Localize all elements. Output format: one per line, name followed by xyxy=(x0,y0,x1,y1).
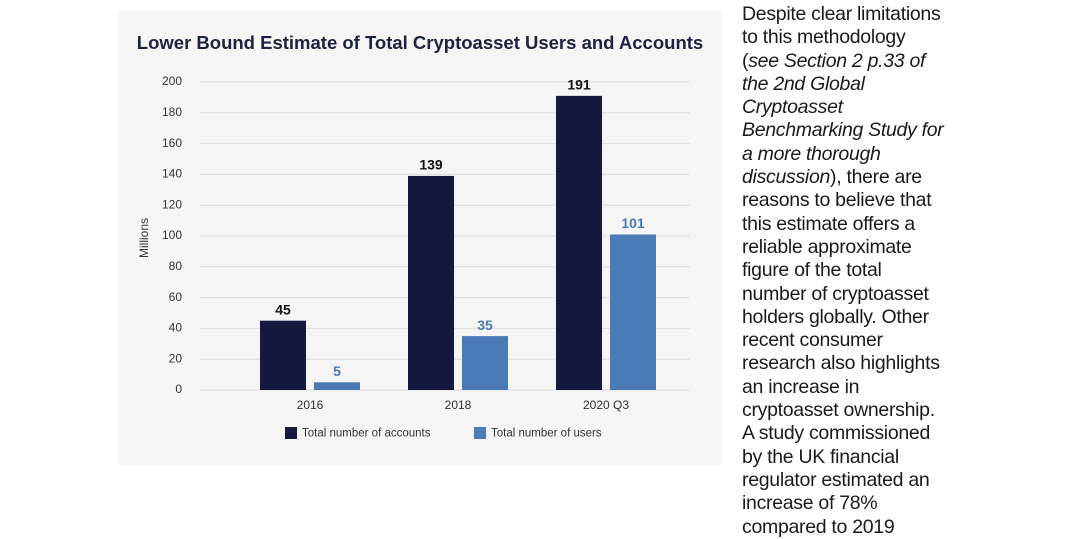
y-tick-label: 60 xyxy=(169,290,183,304)
bar xyxy=(462,336,508,390)
legend-swatch xyxy=(285,427,297,439)
value-label: 45 xyxy=(275,301,291,317)
y-tick-label: 160 xyxy=(162,136,182,150)
italic-text: see Section 2 p.33 of the 2nd Global Cry… xyxy=(742,49,944,189)
legend-swatch xyxy=(474,427,486,439)
y-tick-label: 180 xyxy=(162,105,182,119)
x-tick-label: 2018 xyxy=(445,398,472,412)
text: ), there are reasons to believe that thi… xyxy=(742,166,940,538)
value-label: 35 xyxy=(477,317,493,333)
value-label: 191 xyxy=(567,77,591,93)
value-label: 101 xyxy=(621,215,645,231)
y-tick-label: 140 xyxy=(162,167,182,181)
y-tick-label: 120 xyxy=(162,197,182,211)
x-tick-label: 2016 xyxy=(297,398,324,412)
chart: Lower Bound Estimate of Total Cryptoasse… xyxy=(136,31,704,440)
legend-label: Total number of accounts xyxy=(302,428,431,440)
y-tick-label: 200 xyxy=(162,74,182,88)
bar xyxy=(260,320,306,390)
legend-label: Total number of users xyxy=(491,428,602,440)
text: Despite clear limitations to this method… xyxy=(742,3,941,72)
bar xyxy=(610,234,656,390)
y-tick-label: 80 xyxy=(169,259,183,273)
y-tick-label: 20 xyxy=(169,351,183,365)
bar xyxy=(408,175,454,390)
article-paragraph: Despite clear limitations to this method… xyxy=(742,3,947,539)
bar xyxy=(556,95,602,391)
y-axis-label: Millions xyxy=(137,218,151,258)
value-label: 5 xyxy=(333,363,341,379)
value-label: 139 xyxy=(419,157,443,173)
page: Lower Bound Estimate of Total Cryptoasse… xyxy=(136,3,944,538)
y-tick-label: 40 xyxy=(169,321,183,335)
y-tick-label: 0 xyxy=(175,382,182,396)
x-tick-label: 2020 Q3 xyxy=(583,398,629,412)
y-tick-label: 100 xyxy=(162,228,182,242)
bar xyxy=(314,382,360,390)
chart-title: Lower Bound Estimate of Total Cryptoasse… xyxy=(137,32,703,53)
